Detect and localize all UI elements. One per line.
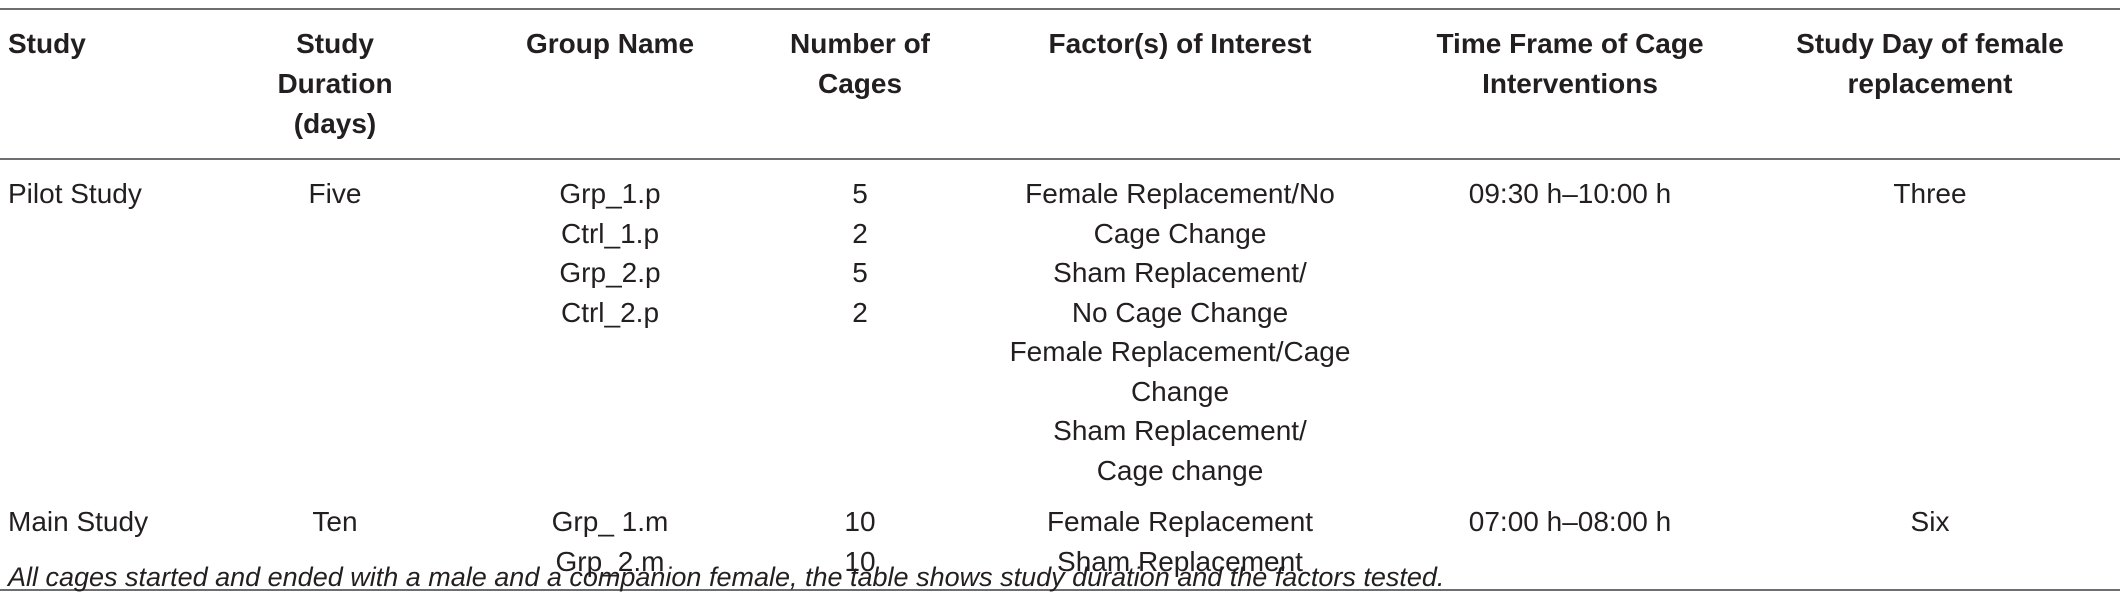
header-factors-of-interest: Factor(s) of Interest xyxy=(1048,28,1312,59)
cage-count: 5 xyxy=(852,178,868,209)
cell-cages: 10 10 xyxy=(760,498,960,590)
cell-female-replacement-day: Six xyxy=(1910,506,1950,537)
table-footnote: All cages started and ended with a male … xyxy=(8,562,1445,592)
cell-factors: Female Replacement/No Cage Change Sham R… xyxy=(960,159,1400,498)
cell-time-frame: 09:30 h–10:00 h xyxy=(1468,178,1672,209)
cell-cages: 5 2 5 2 xyxy=(760,159,960,498)
cage-count: 10 xyxy=(844,506,876,537)
table-row: Main Study Ten Grp_ 1.m Grp_2.m 10 10 Fe… xyxy=(0,498,2120,590)
cell-groups: Grp_1.p Ctrl_1.p Grp_2.p Ctrl_2.p xyxy=(460,159,760,498)
cell-factors: Female Replacement Sham Replacement xyxy=(960,498,1400,590)
group-name: Ctrl_1.p xyxy=(560,217,660,249)
study-design-table: Study Study Duration (days) Group Name N… xyxy=(0,8,2120,591)
group-name: Grp_2.m xyxy=(555,545,665,577)
factor-text: Sham Replacement xyxy=(1057,545,1303,577)
header-study-duration: Study Duration (days) xyxy=(277,28,393,139)
cell-duration: Ten xyxy=(312,506,358,537)
table-row: Pilot Study Five Grp_1.p Ctrl_1.p Grp_2.… xyxy=(0,159,2120,498)
cell-study: Main Study xyxy=(8,506,149,537)
header-group-name: Group Name xyxy=(525,28,695,59)
factor-text: Sham Replacement/ No Cage Change xyxy=(1053,257,1307,328)
cell-female-replacement-day: Three xyxy=(1893,178,1967,209)
factor-text: Female Replacement/No Cage Change xyxy=(1025,178,1335,249)
group-name: Grp_2.p xyxy=(559,257,661,288)
cell-study: Pilot Study xyxy=(8,178,142,209)
table-header-row: Study Study Duration (days) Group Name N… xyxy=(0,9,2120,159)
cage-count: 2 xyxy=(852,296,868,328)
header-female-replacement-day: Study Day of female replacement xyxy=(1796,28,2064,99)
header-number-of-cages: Number of Cages xyxy=(790,28,930,99)
header-study: Study xyxy=(8,28,86,59)
cage-count: 5 xyxy=(852,257,868,288)
cage-count: 10 xyxy=(844,545,876,577)
factor-text: Female Replacement xyxy=(1046,506,1314,537)
factor-text: Female Replacement/Cage Change xyxy=(1009,336,1351,407)
header-time-frame: Time Frame of Cage Interventions xyxy=(1436,28,1704,99)
cage-count: 2 xyxy=(852,217,868,249)
group-name: Ctrl_2.p xyxy=(560,296,660,328)
factor-text: Sham Replacement/ Cage change xyxy=(1053,415,1307,486)
cell-duration: Five xyxy=(308,178,362,209)
cell-groups: Grp_ 1.m Grp_2.m xyxy=(460,498,760,590)
group-name: Grp_ 1.m xyxy=(551,506,669,537)
cell-time-frame: 07:00 h–08:00 h xyxy=(1468,506,1672,537)
group-name: Grp_1.p xyxy=(559,178,661,209)
